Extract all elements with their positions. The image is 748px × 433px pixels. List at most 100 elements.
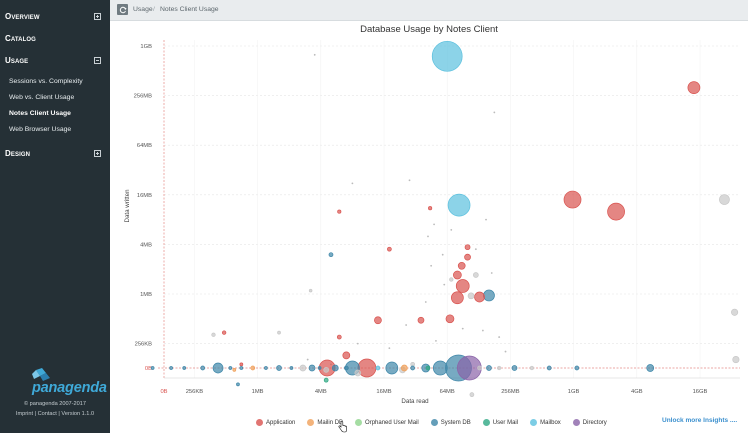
data-point [443,283,446,286]
data-bubble [455,279,470,293]
legend-item[interactable]: System DB [430,419,471,426]
legend-label: Application [266,419,296,426]
footer-links[interactable]: Imprint | Contact | Version 1.1.0 [15,411,95,417]
data-point [351,182,354,185]
data-bubble [212,362,224,374]
data-bubble [574,365,580,371]
logo-mark-icon [32,368,50,381]
data-point [504,350,507,353]
nav-usage[interactable]: Usage [5,52,101,68]
legend-label: System DB [440,419,471,426]
copyright-text: © panagenda 2007-2017 [24,401,86,407]
data-bubble [410,365,416,371]
data-bubble [453,270,462,280]
legend-swatch [530,419,538,426]
legend-label: Mailbox [540,419,561,426]
legend-item[interactable]: User Mail [482,419,519,426]
data-bubble [323,377,329,383]
data-bubble [486,365,492,371]
data-point [450,228,453,231]
data-bubble [449,277,454,282]
data-bubble [417,316,425,324]
data-bubble [687,81,701,94]
data-point [430,264,433,267]
legend-label: Orphaned User Mail [365,419,419,426]
y-tick-label: 1GB [140,44,152,50]
data-bubble [236,382,240,387]
data-bubble [400,364,408,372]
x-tick-label: 64MB [440,389,455,395]
legend-swatch [482,419,490,426]
data-bubble [385,361,399,375]
breadcrumb-usage[interactable]: Usage [133,6,153,13]
data-bubble [250,365,256,371]
data-bubble [323,367,330,373]
data-bubble [150,366,155,370]
data-bubble [425,365,431,371]
data-bubble [182,366,187,370]
sidebar-item-sessions-complexity[interactable]: Sessions vs. Complexity [9,78,83,85]
collapse-minus-icon[interactable] [94,56,101,64]
data-point [498,336,501,338]
y-tick-label: 64MB [137,143,152,149]
sidebar-item-notes-client-usage[interactable]: Notes Client Usage [9,110,71,117]
data-bubble [232,368,237,372]
bubble-chart: 0B 256KB 1MB 4MB 16MB 64MB 256MB 1GB 0B 256KB 1MB 4… [124,40,740,405]
legend-item[interactable]: Orphaned User Mail [355,419,419,426]
data-point [433,223,435,226]
expand-plus-icon[interactable] [94,149,101,157]
data-bubble [211,332,216,337]
data-bubble [477,365,482,371]
data-bubble [529,365,535,371]
data-bubble [200,365,206,371]
data-bubble [428,206,433,211]
legend-item[interactable]: Application [256,419,295,426]
data-bubble [276,365,282,371]
x-axis-label: Data read [401,398,429,405]
data-bubble [299,364,307,372]
y-tick-label: 256KB [135,342,153,348]
y-tick-label: 4MB [140,242,152,248]
data-bubble [445,314,455,324]
data-bubble [467,292,475,300]
sidebar-item-web-client-usage[interactable]: Web vs. Client Usage [9,94,75,101]
legend-item[interactable]: Directory [572,419,607,426]
data-bubble [431,40,463,72]
legend-item[interactable]: Mailbox [530,419,561,426]
data-bubble [511,365,518,371]
data-bubble [646,364,655,372]
data-bubble [375,365,381,371]
data-bubble [336,334,342,340]
data-bubble [328,252,334,258]
x-tick-label: 4MB [315,389,327,395]
unlock-insights-link[interactable]: Unlock more Insights .... [662,417,738,424]
data-bubble [331,364,339,372]
legend-swatch [256,419,263,426]
chart-legend: Application Mailin DB Orphaned User Mail Sy… [256,419,619,426]
data-bubble [607,202,625,221]
nav-catalog[interactable]: Catalog [5,30,101,46]
breadcrumb-current: Notes Client Usage [160,6,219,13]
nav-overview[interactable]: Overview [5,8,101,24]
data-bubble [732,356,740,364]
breadcrumb-separator: / [153,6,155,13]
data-bubble [464,244,471,251]
nav-design[interactable]: Design [5,145,101,161]
home-button[interactable] [117,4,128,15]
data-point [435,339,437,342]
panagenda-logo: panagenda [14,368,107,396]
data-point [474,248,477,251]
legend-label: User Mail [492,419,519,426]
sidebar-item-web-browser-usage[interactable]: Web Browser Usage [9,126,72,133]
legend-swatch [430,419,438,426]
data-bubble [221,330,227,335]
expand-plus-icon[interactable] [94,12,101,20]
x-tick-label: 16GB [693,389,708,395]
data-bubble [474,291,485,303]
data-bubble [354,369,362,377]
legend-item[interactable]: Mailin DB [307,419,343,426]
y-tick-label: 1MB [140,292,152,298]
data-bubble [317,366,322,370]
data-point [405,324,408,326]
legend-swatch [572,419,580,426]
